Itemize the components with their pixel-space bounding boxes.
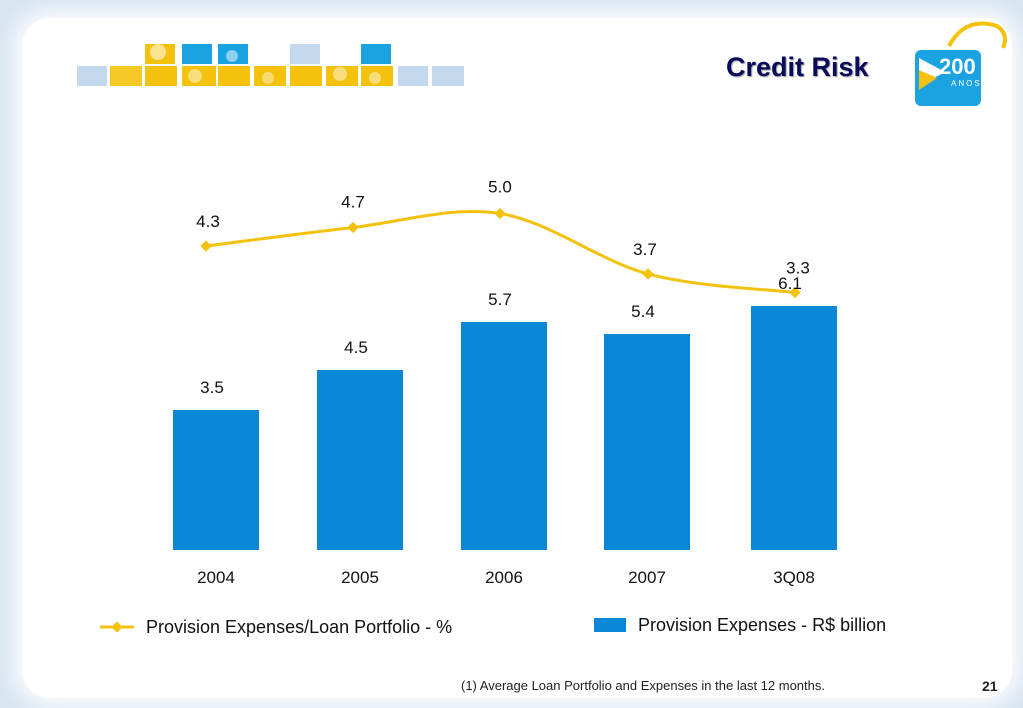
legend-item-line: Provision Expenses/Loan Portfolio - % [100, 615, 452, 639]
logo-subtext: ANOS [951, 79, 982, 88]
x-tick-label-2004: 2004 [197, 568, 235, 587]
footnote: (1) Average Loan Portfolio and Expenses … [461, 678, 825, 693]
line-point-2005 [347, 221, 359, 234]
line-value-label-2007: 3.7 [633, 240, 657, 259]
bar-2006 [461, 322, 547, 550]
page-title: Credit Risk [726, 52, 869, 82]
legend-line-swatch [100, 621, 134, 633]
bar-value-label-2005: 4.5 [344, 338, 368, 357]
legend-bar-swatch [594, 618, 626, 632]
line-value-label-2006: 5.0 [488, 178, 512, 197]
x-tick-label-2006: 2006 [485, 568, 523, 587]
page-number: 21 [982, 678, 998, 694]
header-mosaic-image [77, 44, 464, 86]
line-point-2007 [642, 268, 654, 280]
bar-2007 [604, 334, 690, 550]
bicentennial-logo: 200 ANOS [915, 21, 1007, 106]
line-point-2004 [200, 240, 212, 252]
bar-value-label-2007: 5.4 [631, 302, 655, 321]
line-value-label-2005: 4.7 [341, 192, 365, 211]
bar-3Q08 [751, 306, 837, 550]
line-value-label-2004: 4.3 [196, 212, 220, 231]
line-point-2006 [494, 207, 506, 220]
bar-2004 [173, 410, 259, 550]
legend-item-bar: Provision Expenses - R$ billion [594, 613, 886, 637]
bar-value-label-3Q08: 6.1 [778, 274, 802, 293]
line-point-3Q08 [789, 286, 801, 299]
line-series-provision-ratio [205, 210, 796, 295]
bar-2005 [317, 370, 403, 550]
line-value-label-3Q08: 3.3 [786, 259, 810, 278]
bar-value-label-2004: 3.5 [200, 378, 224, 397]
legend-line-label: Provision Expenses/Loan Portfolio - % [146, 616, 453, 637]
x-tick-label-2005: 2005 [341, 568, 379, 587]
x-tick-label-3Q08: 3Q08 [773, 568, 815, 587]
x-tick-label-2007: 2007 [628, 568, 666, 587]
bar-value-label-2006: 5.7 [488, 290, 512, 309]
logo-number: 200 [939, 54, 976, 79]
legend-bar-label: Provision Expenses - R$ billion [638, 614, 887, 635]
